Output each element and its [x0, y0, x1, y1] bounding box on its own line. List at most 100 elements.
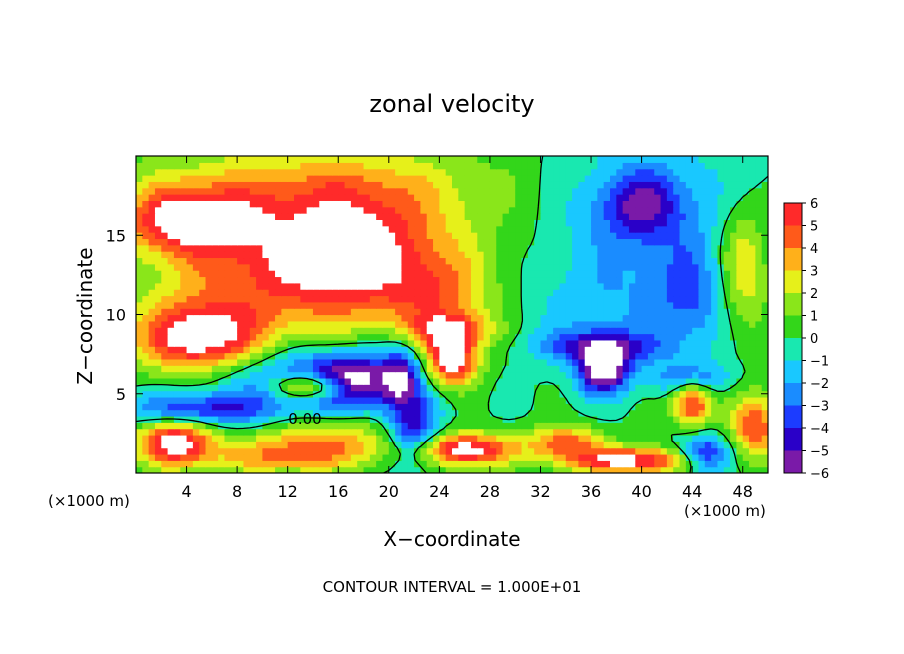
- field-cell: [673, 232, 681, 240]
- field-cell: [294, 168, 301, 176]
- field-cell: [173, 156, 181, 163]
- field-cell: [148, 352, 156, 360]
- field-cell: [458, 162, 466, 170]
- field-cell: [628, 384, 636, 392]
- field-cell: [483, 384, 491, 392]
- field-cell: [306, 263, 314, 271]
- field-cell: [749, 333, 756, 341]
- field-cell: [578, 219, 586, 227]
- field-cell: [666, 270, 674, 278]
- field-cell: [483, 441, 491, 449]
- field-cell: [666, 168, 674, 176]
- field-cell: [167, 441, 175, 449]
- field-cell: [452, 213, 459, 220]
- field-cell: [540, 289, 548, 297]
- field-cell: [306, 187, 314, 195]
- field-cell: [641, 270, 649, 278]
- field-cell: [502, 390, 510, 398]
- field-cell: [262, 213, 270, 220]
- field-cell: [300, 244, 308, 252]
- field-cell: [540, 301, 548, 309]
- field-cell: [407, 358, 415, 366]
- field-cell: [470, 434, 478, 442]
- field-cell: [666, 200, 674, 208]
- field-cell: [243, 396, 251, 404]
- field-cell: [749, 257, 756, 265]
- field-cell: [243, 168, 251, 176]
- field-cell: [679, 251, 687, 259]
- field-cell: [211, 453, 219, 461]
- field-cell: [281, 194, 289, 201]
- field-cell: [660, 460, 668, 468]
- field-cell: [704, 390, 712, 398]
- field-cell: [312, 396, 320, 404]
- field-cell: [666, 320, 674, 328]
- field-cell: [761, 428, 768, 436]
- field-cell: [749, 339, 756, 347]
- field-cell: [635, 415, 643, 423]
- field-cell: [192, 251, 200, 259]
- field-cell: [717, 390, 725, 398]
- field-cell: [439, 162, 447, 170]
- field-cell: [357, 244, 365, 252]
- field-cell: [704, 257, 712, 265]
- field-cell: [692, 244, 700, 252]
- field-cell: [294, 377, 301, 385]
- field-cell: [584, 301, 592, 309]
- field-cell: [180, 447, 188, 455]
- field-cell: [357, 238, 365, 246]
- field-cell: [635, 384, 643, 392]
- field-cell: [584, 320, 592, 328]
- field-cell: [477, 206, 485, 214]
- field-cell: [622, 238, 630, 246]
- field-cell: [610, 415, 617, 423]
- field-cell: [616, 168, 624, 176]
- field-cell: [306, 396, 314, 404]
- field-cell: [344, 295, 352, 303]
- field-cell: [161, 358, 169, 366]
- field-cell: [294, 162, 301, 170]
- field-cell: [597, 358, 605, 366]
- field-cell: [458, 365, 466, 373]
- field-cell: [281, 156, 289, 163]
- field-cell: [464, 434, 472, 442]
- field-cell: [622, 219, 630, 227]
- field-cell: [635, 434, 643, 442]
- field-cell: [723, 396, 731, 404]
- field-cell: [692, 447, 700, 455]
- field-cell: [395, 181, 403, 189]
- field-cell: [628, 453, 636, 461]
- field-cell: [515, 308, 523, 316]
- field-cell: [458, 352, 466, 360]
- field-cell: [319, 346, 327, 354]
- field-cell: [711, 156, 719, 163]
- field-cell: [635, 168, 643, 176]
- field-cell: [294, 390, 301, 398]
- field-cell: [262, 365, 270, 373]
- field-cell: [527, 257, 535, 265]
- field-cell: [420, 238, 428, 246]
- field-cell: [211, 320, 219, 328]
- field-cell: [685, 295, 693, 303]
- field-cell: [287, 156, 295, 163]
- field-cell: [679, 200, 687, 208]
- field-cell: [300, 466, 308, 473]
- field-cell: [527, 289, 535, 297]
- field-cell: [205, 156, 213, 163]
- field-cell: [565, 409, 573, 417]
- field-cell: [502, 422, 510, 430]
- field-cell: [249, 441, 257, 449]
- field-cell: [698, 339, 706, 347]
- field-cell: [363, 403, 371, 411]
- field-cell: [742, 187, 750, 195]
- field-cell: [761, 460, 768, 468]
- field-cell: [338, 213, 346, 220]
- field-cell: [565, 308, 573, 316]
- field-cell: [287, 396, 295, 404]
- field-cell: [237, 447, 245, 455]
- field-cell: [553, 276, 561, 284]
- field-cell: [382, 320, 390, 328]
- field-cell: [161, 460, 169, 468]
- field-cell: [344, 333, 352, 341]
- field-cell: [559, 453, 567, 461]
